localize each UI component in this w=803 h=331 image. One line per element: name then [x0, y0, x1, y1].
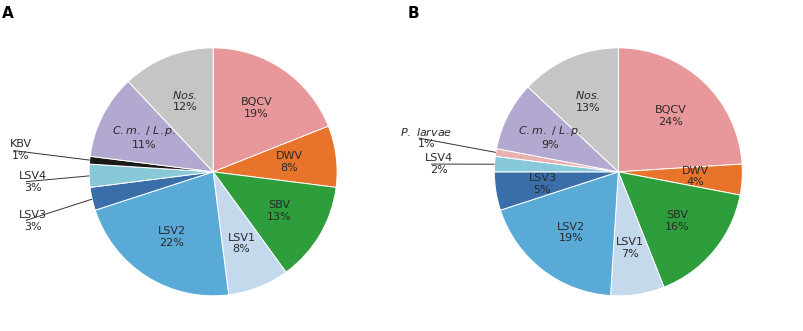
Wedge shape [89, 164, 213, 187]
Text: BQCV
19%: BQCV 19% [240, 97, 272, 119]
Text: KBV
1%: KBV 1% [10, 139, 32, 161]
Text: $\it{Nos{.}}$
13%: $\it{Nos{.}}$ 13% [574, 89, 600, 113]
Wedge shape [499, 172, 618, 296]
Text: SBV
16%: SBV 16% [664, 210, 689, 232]
Text: LSV3
3%: LSV3 3% [19, 211, 47, 232]
Wedge shape [95, 172, 228, 296]
Text: BQCV
24%: BQCV 24% [654, 105, 686, 126]
Wedge shape [496, 87, 618, 172]
Text: $\it{C{.}m{.}\ /\ L{.}p{.}}$
9%: $\it{C{.}m{.}\ /\ L{.}p{.}}$ 9% [517, 124, 581, 150]
Text: LSV1
8%: LSV1 8% [227, 232, 255, 254]
Text: A: A [2, 6, 14, 21]
Wedge shape [89, 156, 213, 172]
Text: LSV4
2%: LSV4 2% [424, 153, 452, 175]
Text: DWV
4%: DWV 4% [681, 166, 707, 187]
Text: SBV
13%: SBV 13% [267, 200, 291, 222]
Text: B: B [407, 6, 418, 21]
Wedge shape [495, 149, 618, 172]
Wedge shape [213, 172, 336, 272]
Wedge shape [609, 172, 663, 296]
Wedge shape [213, 126, 336, 187]
Wedge shape [618, 172, 740, 287]
Wedge shape [213, 48, 328, 172]
Text: LSV1
7%: LSV1 7% [616, 237, 643, 259]
Wedge shape [528, 48, 618, 172]
Text: LSV2
19%: LSV2 19% [556, 222, 585, 243]
Text: DWV
8%: DWV 8% [275, 151, 303, 173]
Text: $\it{Nos{.}}$
12%: $\it{Nos{.}}$ 12% [172, 89, 198, 112]
Text: $\it{P{.}\ larvae}$
1%: $\it{P{.}\ larvae}$ 1% [400, 126, 452, 149]
Text: LSV4
3%: LSV4 3% [19, 171, 47, 193]
Wedge shape [494, 156, 618, 172]
Text: LSV3
5%: LSV3 5% [528, 173, 556, 195]
Wedge shape [618, 48, 741, 172]
Wedge shape [213, 172, 286, 295]
Wedge shape [90, 172, 213, 210]
Wedge shape [128, 48, 213, 172]
Wedge shape [618, 164, 741, 195]
Text: $\it{C{.}m{.}\ /\ L{.}p{.}}$
11%: $\it{C{.}m{.}\ /\ L{.}p{.}}$ 11% [112, 124, 177, 150]
Wedge shape [494, 172, 618, 210]
Wedge shape [90, 81, 213, 172]
Text: LSV2
22%: LSV2 22% [157, 226, 185, 248]
